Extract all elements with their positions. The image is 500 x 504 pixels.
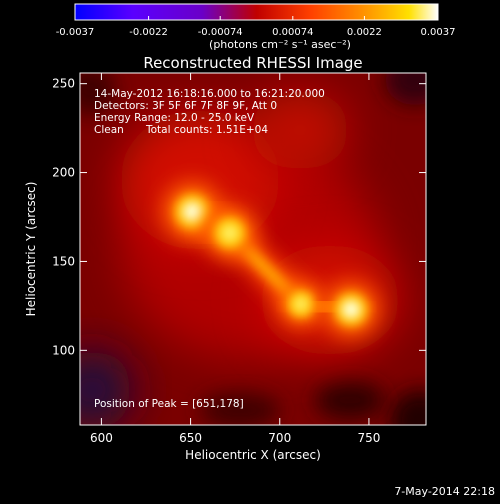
x-axis-ticks: 600 650 700 750: [90, 73, 380, 445]
emission-source-core: [293, 296, 309, 312]
x-tick-label: 650: [179, 431, 202, 445]
y-axis-label: Heliocentric Y (arcsec): [24, 182, 38, 317]
colorbar-unit-label: (photons cm⁻² s⁻¹ asec⁻²): [209, 38, 351, 51]
emission-source-core: [220, 224, 239, 242]
emission-source-core: [341, 299, 361, 319]
colorbar: [74, 3, 439, 21]
peak-position-text: Position of Peak = [651,178]: [94, 398, 244, 410]
colorbar-tick-label: -0.0037: [56, 27, 95, 38]
y-tick-label: 200: [52, 166, 75, 180]
colorbar-tick-label: 0.0022: [347, 27, 382, 38]
colorbar-tick-label: 0.00074: [272, 27, 313, 38]
y-tick-label: 100: [52, 343, 75, 357]
x-tick-label: 600: [90, 431, 113, 445]
x-tick-label: 700: [268, 431, 291, 445]
x-axis-label: Heliocentric X (arcsec): [185, 448, 321, 462]
image-plot-area: [80, 73, 426, 425]
energy-range-text: Energy Range: 12.0 - 25.0 keV: [94, 112, 255, 124]
emission-source-core: [182, 201, 203, 222]
x-tick-label: 750: [357, 431, 380, 445]
y-axis-ticks: 100 150 200 250: [52, 77, 426, 357]
colorbar-tick-label: -0.00074: [198, 27, 243, 38]
total-counts-text: Total counts: 1.51E+04: [145, 124, 268, 136]
chart-title: Reconstructed RHESSI Image: [143, 54, 362, 72]
emission-sources: [162, 181, 380, 338]
colorbar-ticks: -0.0037 -0.0022 -0.00074 0.00074 0.0022 0.003…: [56, 16, 456, 38]
colorbar-tick-label: 0.0037: [421, 27, 456, 38]
footer-date: 7-May-2014 22:18: [394, 485, 495, 498]
plot-frame: [79, 72, 427, 426]
y-tick-label: 150: [52, 254, 75, 268]
y-tick-label: 250: [52, 77, 75, 91]
detectors-text: Detectors: 3F 5F 6F 7F 8F 9F, Att 0: [94, 100, 277, 112]
colorbar-tick-label: -0.0022: [129, 27, 168, 38]
time-range-text: 14-May-2012 16:18:16.000 to 16:21:20.000: [94, 88, 325, 100]
clean-label: Clean: [94, 124, 124, 136]
